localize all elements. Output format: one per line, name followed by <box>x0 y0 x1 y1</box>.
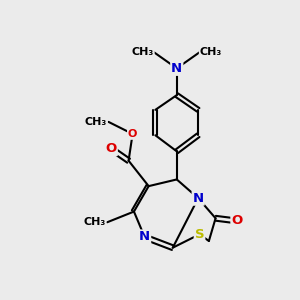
Text: N: N <box>171 62 182 75</box>
Text: CH₃: CH₃ <box>132 47 154 57</box>
Text: S: S <box>195 228 204 241</box>
Text: CH₃: CH₃ <box>85 117 107 127</box>
Text: CH₃: CH₃ <box>200 47 222 57</box>
Text: N: N <box>139 230 150 244</box>
Text: O: O <box>128 129 137 139</box>
Text: N: N <box>193 192 204 205</box>
Text: O: O <box>231 214 243 227</box>
Text: CH₃: CH₃ <box>84 217 106 227</box>
Text: O: O <box>106 142 117 155</box>
